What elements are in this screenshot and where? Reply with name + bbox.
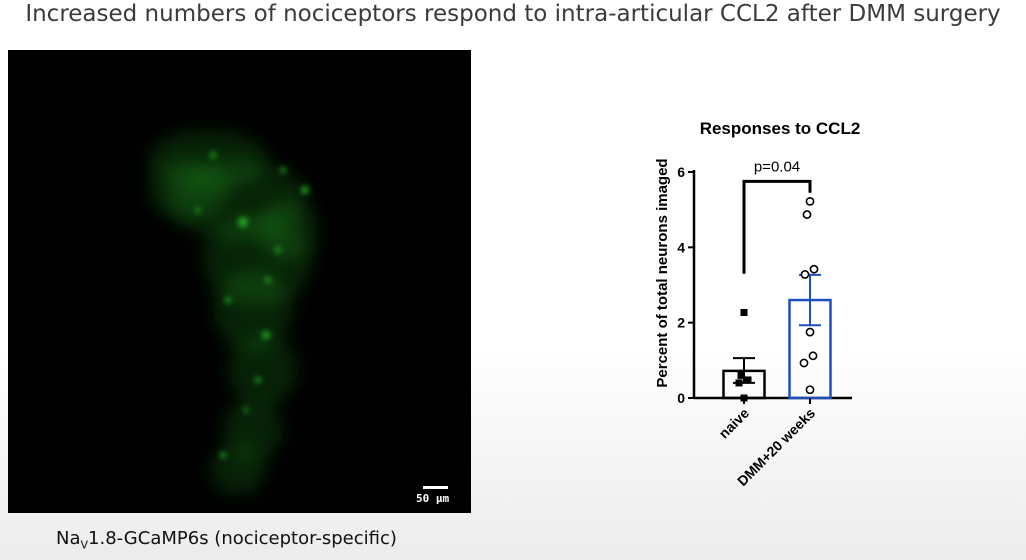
data-point bbox=[735, 379, 743, 387]
data-point bbox=[802, 210, 812, 219]
neuron-spot bbox=[210, 152, 216, 158]
caption-main: Na bbox=[56, 528, 81, 549]
data-point bbox=[740, 394, 748, 402]
y-tick-label: 6 bbox=[677, 164, 685, 180]
y-tick-label: 0 bbox=[677, 390, 685, 406]
chart-title: Responses to CCL2 bbox=[700, 119, 861, 138]
x-tick-label: naive bbox=[715, 405, 752, 442]
y-tick-label: 2 bbox=[677, 315, 685, 331]
scale-bar bbox=[423, 486, 448, 489]
data-point bbox=[809, 264, 819, 274]
caption-subscript: V bbox=[80, 538, 89, 552]
tissue-glow bbox=[210, 445, 266, 495]
slide-title: Increased numbers of nociceptors respond… bbox=[25, 1, 1001, 27]
neuron-spot bbox=[225, 297, 231, 303]
neuron-spot bbox=[195, 207, 201, 213]
neuron-spot bbox=[220, 452, 226, 458]
tissue-glow bbox=[258, 200, 318, 260]
neuron-spot bbox=[301, 186, 309, 194]
data-point bbox=[805, 385, 815, 395]
tissue-glow bbox=[213, 270, 293, 350]
significance-label: p=0.04 bbox=[754, 158, 800, 175]
image-caption: NaV1.8-GCaMP6s (nociceptor-specific) bbox=[56, 528, 397, 552]
data-point bbox=[740, 308, 748, 316]
data-point bbox=[799, 358, 809, 368]
scale-bar-label: 50 µm bbox=[416, 492, 450, 505]
y-axis-label: Percent of total neurons imaged bbox=[654, 158, 671, 387]
neuron-spot bbox=[255, 377, 261, 383]
y-tick-label: 4 bbox=[677, 239, 685, 255]
neuron-spot bbox=[243, 407, 249, 413]
neuron-spot bbox=[280, 167, 286, 173]
data-point bbox=[805, 327, 815, 337]
fluorescence-micrograph: 50 µm bbox=[8, 50, 471, 513]
data-point bbox=[744, 376, 752, 384]
significance-bracket bbox=[742, 179, 812, 274]
data-point bbox=[805, 196, 815, 206]
bar-chart: Responses to CCL2 Percent of total neuron… bbox=[654, 119, 861, 489]
caption-rest: 1.8-GCaMP6s (nociceptor-specific) bbox=[88, 528, 397, 549]
neuron-spot bbox=[275, 247, 281, 253]
data-point bbox=[808, 351, 818, 361]
data-point bbox=[800, 270, 810, 279]
neuron-spot bbox=[238, 217, 248, 227]
neuron-spot bbox=[265, 277, 271, 283]
micrograph-image bbox=[8, 50, 471, 513]
data-point bbox=[737, 371, 745, 379]
tissue-glow bbox=[148, 160, 228, 220]
tissue-glow bbox=[228, 335, 298, 405]
neuron-spot bbox=[262, 331, 270, 339]
